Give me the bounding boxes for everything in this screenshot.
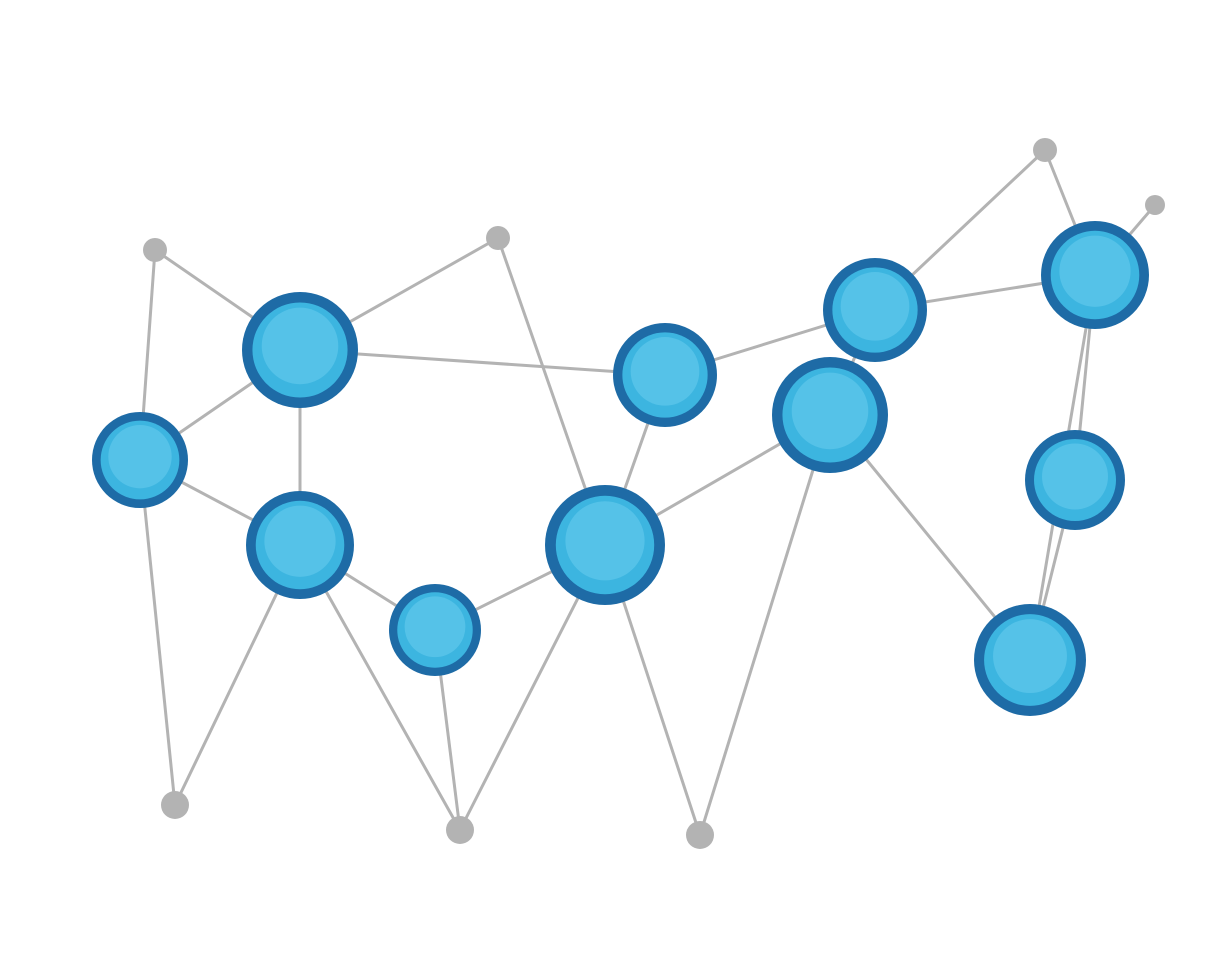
big-node [92, 412, 188, 508]
big-node-inner [1059, 236, 1130, 307]
big-node [545, 485, 665, 605]
big-node-inner [792, 373, 869, 450]
network-diagram [0, 0, 1225, 980]
small-node [143, 238, 167, 262]
small-node [161, 791, 189, 819]
small-node [486, 226, 510, 250]
big-node-inner [993, 619, 1067, 693]
big-node-inner [841, 272, 910, 341]
big-node-inner [1042, 444, 1108, 510]
big-node [613, 323, 717, 427]
big-node [242, 292, 358, 408]
big-node-inner [405, 596, 466, 657]
big-node-inner [631, 337, 700, 406]
big-nodes-layer [92, 221, 1149, 716]
big-node [1025, 430, 1125, 530]
small-node [1145, 195, 1165, 215]
edge [140, 460, 175, 805]
big-node-inner [262, 308, 339, 385]
big-node [246, 491, 354, 599]
small-node [686, 821, 714, 849]
big-node-inner [108, 425, 171, 488]
big-node-inner [264, 506, 335, 577]
big-node [772, 357, 888, 473]
big-node-inner [565, 501, 644, 580]
big-node [823, 258, 927, 362]
big-node [389, 584, 481, 676]
small-node [446, 816, 474, 844]
big-node [1041, 221, 1149, 329]
small-node [1033, 138, 1057, 162]
big-node [974, 604, 1086, 716]
